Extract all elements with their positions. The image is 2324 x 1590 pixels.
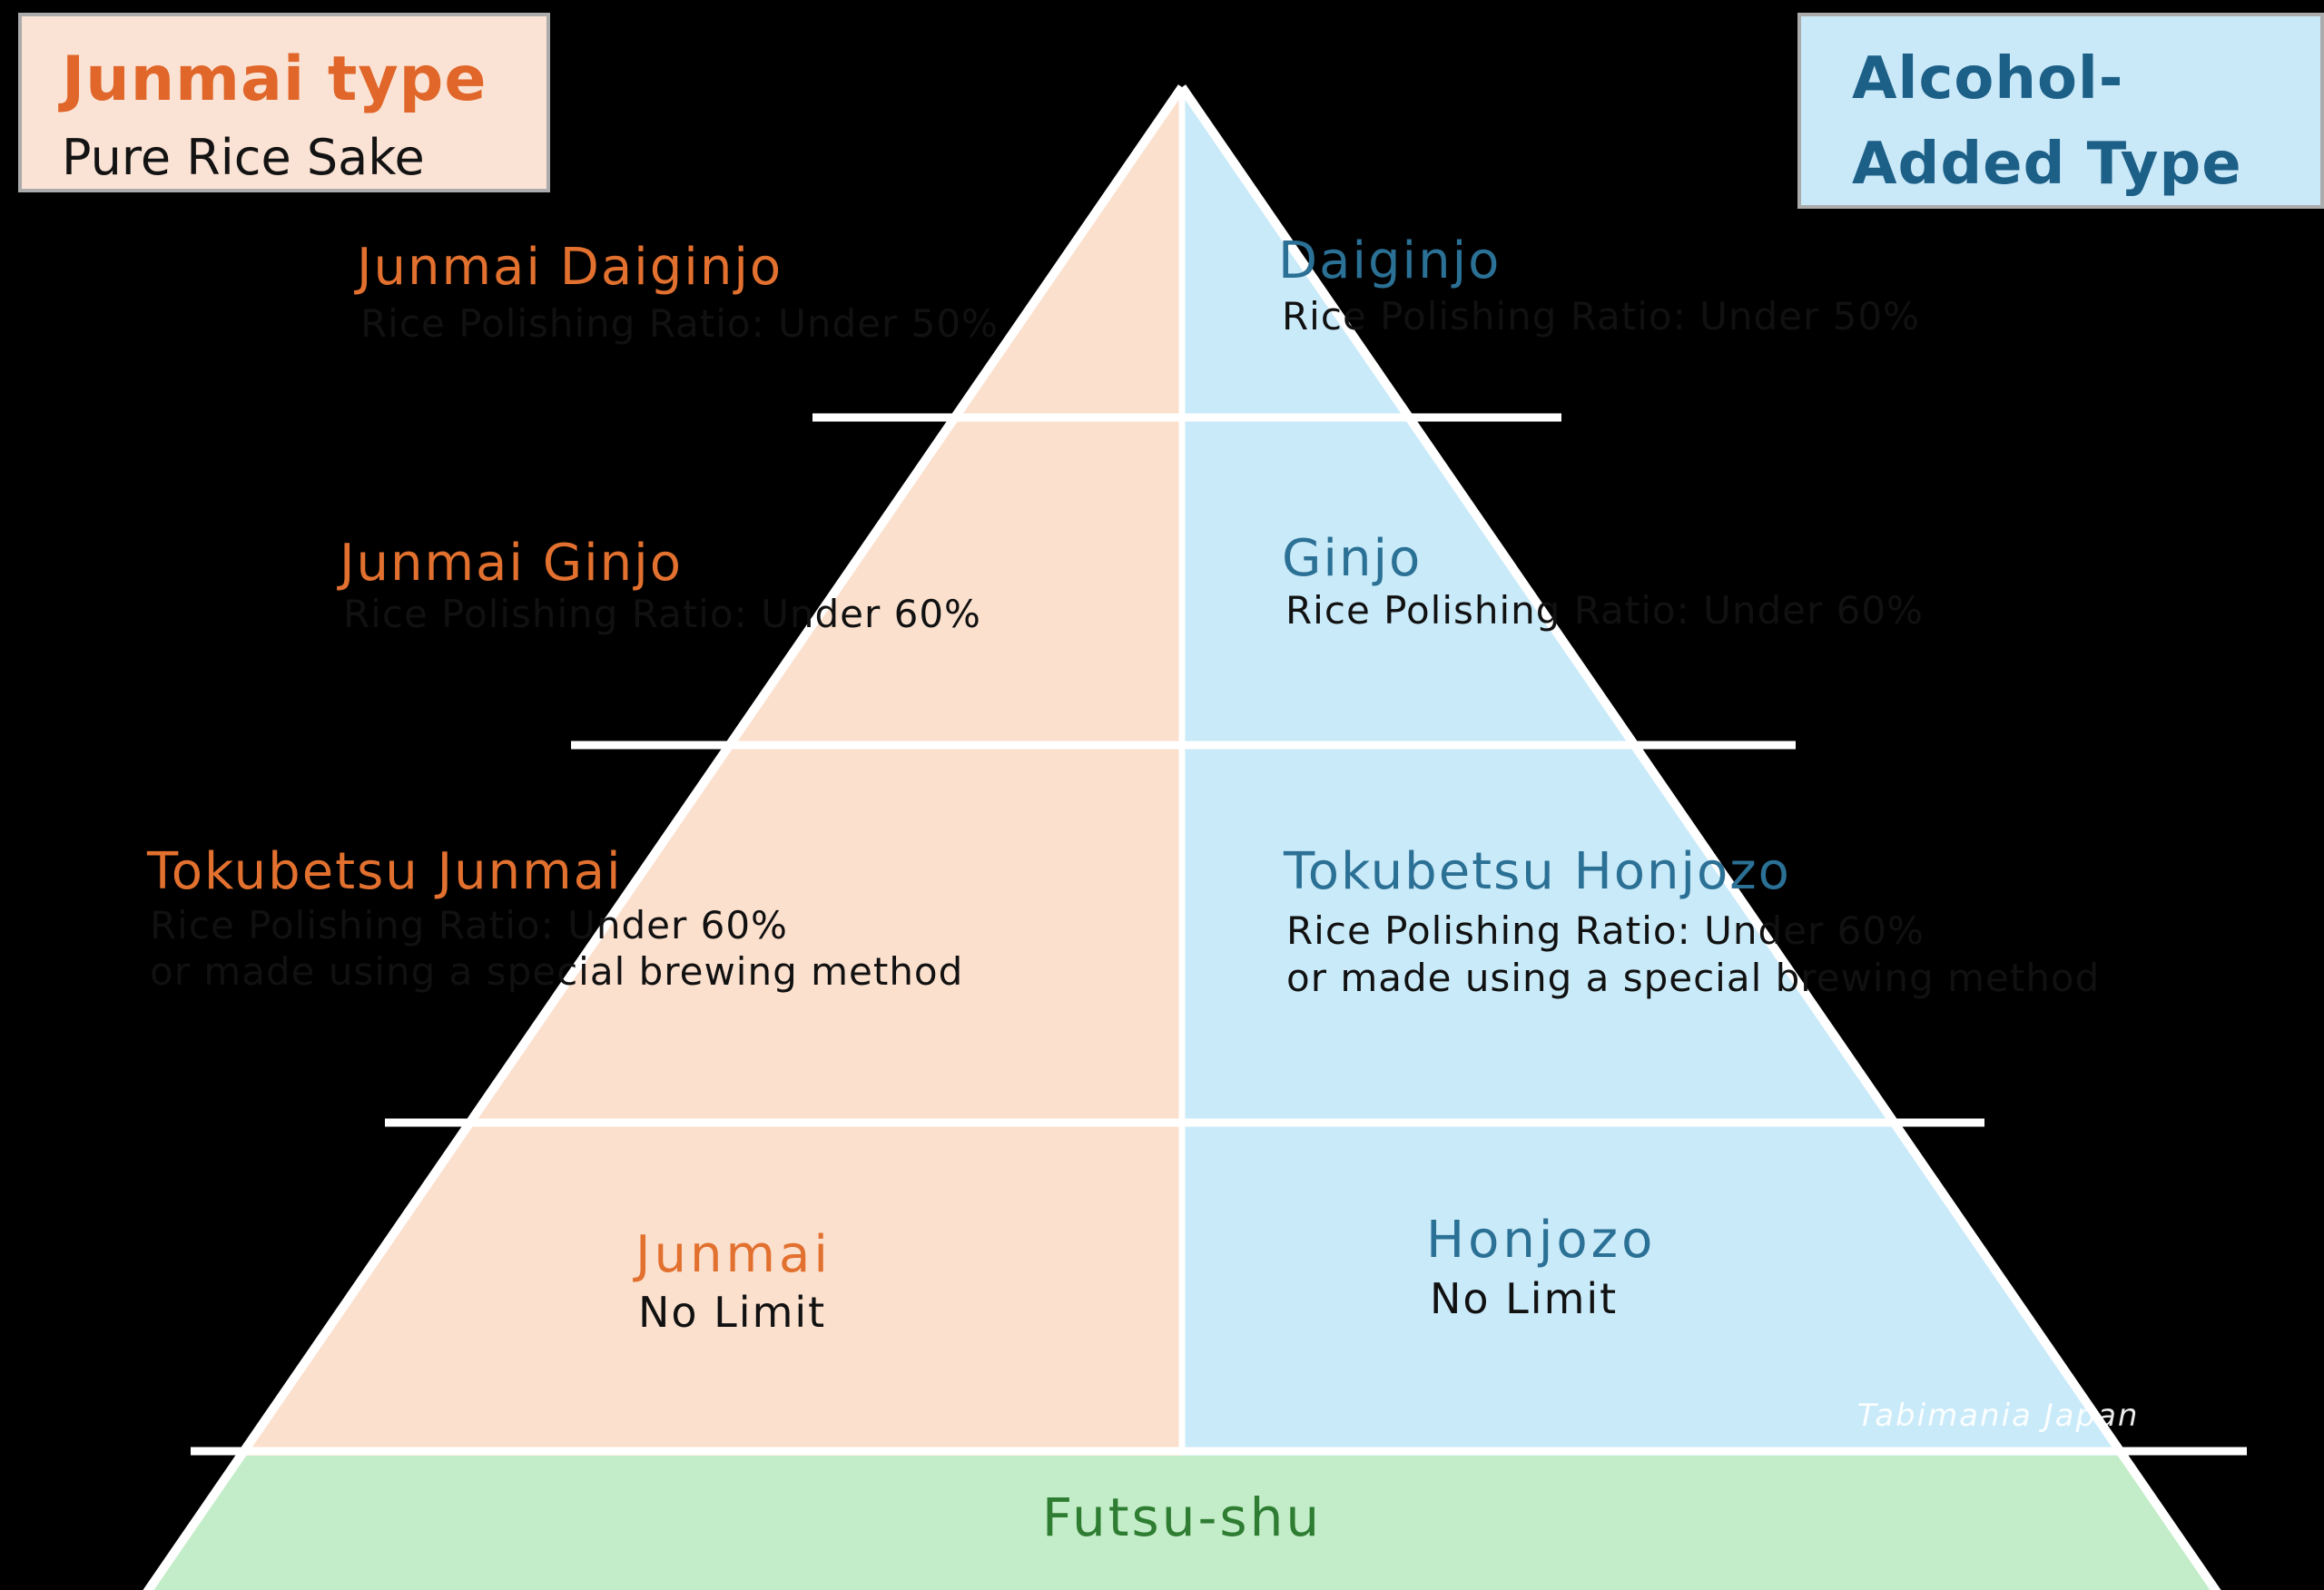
junmai-type-subtitle: Pure Rice Sake	[62, 129, 425, 186]
label-honjozo: Honjozo	[1426, 1211, 1657, 1270]
pyramid-right-edge	[1177, 84, 2221, 1590]
label-tokubetsu-honjozo: Tokubetsu Honjozo	[1284, 842, 1791, 901]
label-daiginjo: Daiginjo	[1278, 231, 1502, 290]
label-junmai: Junmai	[635, 1225, 832, 1284]
junmai-type-title: Junmai type	[62, 44, 487, 115]
detail-tokubetsu-honjozo-line1: Rice Polishing Ratio: Under 60%	[1286, 908, 1925, 953]
label-junmai-ginjo: Junmai Ginjo	[340, 534, 683, 593]
detail-ginjo: Rice Polishing Ratio: Under 60%	[1285, 588, 1924, 633]
label-futsu-shu: Futsu-shu	[1041, 1487, 1323, 1548]
detail-junmai-no-limit: No Limit	[638, 1288, 827, 1337]
junmai-type-legend-box: Junmai type Pure Rice Sake	[18, 13, 550, 192]
label-ginjo: Ginjo	[1282, 529, 1423, 588]
pyramid-left-edge	[143, 84, 1187, 1590]
watermark-credit: Tabimania Japan	[1857, 1398, 2140, 1434]
detail-tokubetsu-honjozo-line2: or made using a special brewing method	[1286, 956, 2101, 1000]
alcohol-added-title: Alcohol- Added Type	[1852, 45, 2242, 198]
label-junmai-daiginjo: Junmai Daiginjo	[357, 238, 783, 297]
detail-honjozo-no-limit: No Limit	[1430, 1274, 1619, 1323]
label-tokubetsu-junmai: Tokubetsu Junmai	[147, 842, 623, 901]
detail-tokubetsu-junmai-line2: or made using a special brewing method	[150, 949, 964, 994]
detail-junmai-ginjo: Rice Polishing Ratio: Under 60%	[343, 592, 981, 636]
detail-tokubetsu-junmai-line1: Rice Polishing Ratio: Under 60%	[150, 903, 788, 947]
detail-junmai-daiginjo: Rice Polishing Ratio: Under 50%	[360, 301, 999, 346]
alcohol-added-legend-box: Alcohol- Added Type	[1797, 13, 2324, 209]
detail-daiginjo: Rice Polishing Ratio: Under 50%	[1282, 294, 1920, 339]
